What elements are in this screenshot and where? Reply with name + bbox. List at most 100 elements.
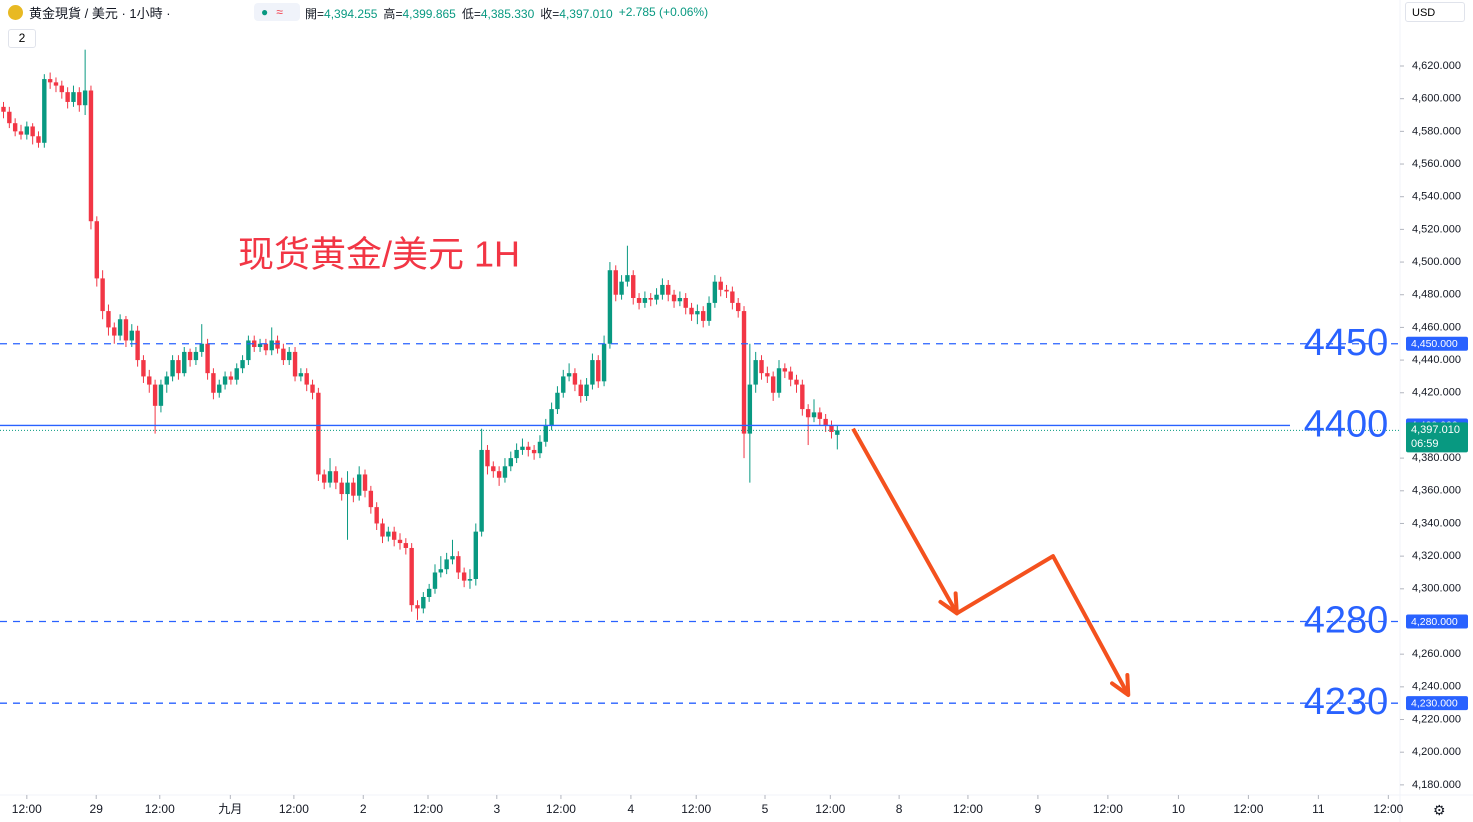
candle-body [817, 412, 823, 419]
candle-body [391, 531, 397, 540]
x-tick-label: 2 [360, 802, 367, 816]
x-tick-label: 12:00 [279, 802, 309, 816]
level-text: 4230 [1304, 681, 1389, 723]
candle-body [479, 449, 484, 532]
candle-body [187, 351, 193, 361]
candle-body [339, 482, 344, 495]
x-tick-label: 29 [90, 802, 104, 816]
level-text: 4280 [1304, 600, 1389, 642]
candle-body [333, 471, 339, 483]
candle-body [287, 351, 292, 361]
candle-body [631, 275, 636, 299]
candle-body [47, 79, 53, 83]
ohlc-label: 高 [383, 7, 396, 21]
x-tick-label: 12:00 [681, 802, 711, 816]
candle-body [211, 373, 216, 393]
candle-body [71, 92, 76, 102]
candle-body [596, 360, 601, 382]
candle-body [491, 466, 496, 472]
y-tick-label: 4,380.000 [1412, 452, 1461, 464]
y-tick-label: 4,540.000 [1412, 191, 1461, 203]
candle-body [619, 281, 624, 295]
candle-body [100, 278, 105, 312]
candle-body [607, 270, 613, 344]
candle-body [42, 79, 47, 143]
level-badge [1406, 336, 1468, 351]
candle-body [304, 373, 309, 385]
x-tick-label: 12:00 [1093, 802, 1123, 816]
candle-body [782, 368, 788, 372]
candle-body [141, 360, 146, 377]
candle-body [327, 471, 333, 483]
candle-body [706, 302, 712, 321]
level-badge-label: 4,450.000 [1411, 338, 1458, 350]
candle-body [316, 392, 321, 475]
candle-body [485, 449, 490, 467]
symbol-title[interactable]: 黄金現貨 / 美元 · 1小時 · [29, 6, 171, 21]
candle-body [426, 588, 432, 597]
level-badge-label: 4,280.000 [1411, 616, 1458, 628]
candle-body [205, 343, 210, 374]
x-tick-label: 12:00 [953, 802, 983, 816]
y-tick-label: 4,460.000 [1412, 321, 1461, 333]
candle-body [77, 92, 82, 106]
y-tick-label: 4,580.000 [1412, 125, 1461, 137]
candle-body [263, 343, 269, 351]
candle-body [228, 376, 234, 380]
ohlc-value: 4,397.010 [559, 7, 613, 21]
y-tick-label: 4,360.000 [1412, 485, 1461, 497]
candle-body [473, 531, 479, 580]
candle-body [117, 319, 123, 336]
candle-body [147, 376, 152, 385]
candle-body [741, 311, 747, 434]
settings-icon[interactable]: ⚙ [1433, 802, 1446, 818]
y-tick-label: 4,480.000 [1412, 289, 1461, 301]
candle-body [829, 425, 834, 432]
candle-body [199, 343, 204, 352]
candle-body [613, 270, 618, 295]
change: +2.785 (+0.06%) [618, 5, 709, 19]
candle-body [53, 82, 59, 86]
ohlc-item: 開=4,394.255 [305, 7, 378, 21]
x-tick-label: 11 [1312, 802, 1325, 816]
candle-body [123, 319, 129, 341]
candle-body [345, 482, 350, 495]
candle-body [321, 474, 327, 483]
y-tick-label: 4,420.000 [1412, 387, 1461, 399]
candle-body [835, 430, 840, 435]
ohlc-label: 收 [540, 7, 553, 21]
candle-body [648, 298, 653, 300]
candle-body [94, 221, 99, 279]
candle-body [432, 572, 438, 589]
candle-body [292, 351, 298, 377]
candle-body [461, 572, 467, 581]
candle-body [677, 298, 683, 302]
y-tick-label: 4,220.000 [1412, 713, 1461, 725]
ohlc-item: 高=4,399.865 [383, 7, 456, 21]
y-tick-label: 4,260.000 [1412, 648, 1461, 660]
x-tick-label: 12:00 [413, 802, 443, 816]
candle-body [450, 556, 455, 560]
candle-body [636, 298, 642, 303]
candle-body [537, 441, 543, 454]
candle-body [176, 360, 181, 374]
ohlc-value: 4,385.330 [480, 7, 535, 21]
candle-body [438, 569, 444, 573]
indicator-count: 2 [18, 31, 26, 45]
candle-body [759, 360, 764, 374]
indicator-toggle[interactable]: 2 [8, 29, 36, 48]
arrowhead [1110, 673, 1131, 698]
candle-body [724, 289, 729, 292]
candle-body [403, 543, 409, 548]
candle-body [601, 343, 607, 382]
candle-body [368, 490, 374, 508]
candle-body [654, 294, 659, 300]
forecast-path [851, 427, 1131, 696]
candle-body [642, 298, 648, 303]
annotation: 现货黄金/美元 1H [238, 234, 520, 275]
symbol-header: 黄金現貨 / 美元 · 1小時 · [8, 3, 171, 22]
currency-button[interactable]: USD [1405, 2, 1465, 22]
candle-body [252, 340, 257, 348]
ohlc-item: 收=4,397.010 [540, 7, 613, 21]
